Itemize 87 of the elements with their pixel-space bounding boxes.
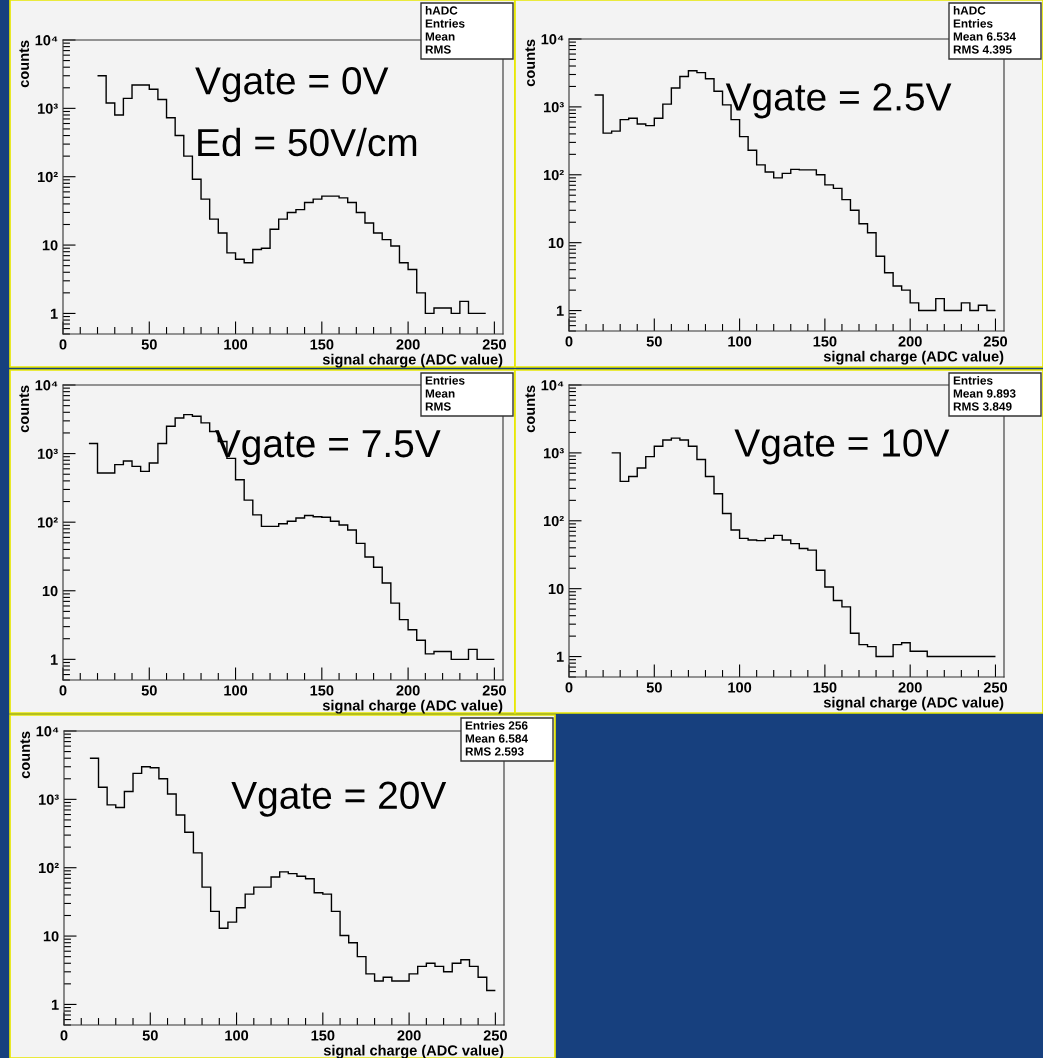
x-tick-label: 50 xyxy=(646,336,662,347)
y-axis-title: counts xyxy=(20,731,31,779)
x-axis-title: signal charge (ADC value) xyxy=(323,1044,504,1058)
annotation: Mean xyxy=(425,32,455,41)
x-tick-label: 250 xyxy=(483,1030,507,1041)
annotation: Mean xyxy=(425,389,455,398)
text: Vgate = 10V xyxy=(734,429,950,465)
y-tick-label: 10 xyxy=(42,240,58,251)
y-tick-label: 10³ xyxy=(543,101,564,113)
y-tick-label: 1 xyxy=(50,308,58,319)
annotation: Mean 9.893 xyxy=(953,389,1016,398)
x-tick-label: 150 xyxy=(813,682,837,693)
x-tick-label: 150 xyxy=(311,1030,335,1041)
y-tick-label: 10³ xyxy=(37,448,58,460)
x-tick-label: 250 xyxy=(482,685,506,696)
y-tick-label: 10 xyxy=(548,237,564,249)
y-tick-label: 1 xyxy=(556,305,564,316)
x-tick-label: 0 xyxy=(59,339,67,350)
x-tick-label: 200 xyxy=(397,1030,421,1041)
text: Entries 256 xyxy=(465,721,528,730)
x-tick-label: 50 xyxy=(646,682,662,693)
text: Vgate = 2.5V xyxy=(725,83,952,119)
text: Ed = 50V/cm xyxy=(198,127,417,157)
text: Vgate = 20V xyxy=(231,781,447,817)
x-tick-label: 100 xyxy=(224,685,248,696)
x-tick-label: 0 xyxy=(59,685,67,696)
y-tick-label: 10² xyxy=(38,862,59,874)
x-tick-label: 50 xyxy=(141,685,157,696)
y-tick-label: 10 xyxy=(548,583,564,595)
y-tick-label: 10⁴ xyxy=(541,380,564,391)
y-tick-label: 10² xyxy=(543,169,564,181)
annotation: RMS 3.849 xyxy=(953,402,1012,411)
y-axis-title: counts xyxy=(19,385,30,433)
x-tick-label: 250 xyxy=(983,336,1008,347)
x-tick-label: 200 xyxy=(898,336,922,347)
x-tick-label: 100 xyxy=(224,339,248,350)
text: Entries xyxy=(953,19,993,28)
annotation: Mean 6.584 xyxy=(465,734,528,743)
x-tick-label: 100 xyxy=(728,682,752,693)
x-tick-label: 250 xyxy=(482,339,506,350)
y-tick-label: 1 xyxy=(50,654,58,665)
x-axis-title: signal charge (ADC value) xyxy=(322,699,503,714)
x-axis-title: signal charge (ADC value) xyxy=(823,696,1004,711)
x-tick-label: 200 xyxy=(396,339,420,350)
x-tick-label: 150 xyxy=(310,685,334,696)
annotation: RMS xyxy=(425,402,451,411)
y-tick-label: 10² xyxy=(543,515,564,527)
annotation: RMS 4.395 xyxy=(953,45,1012,54)
x-tick-label: 200 xyxy=(396,685,420,696)
text: Entries xyxy=(425,376,465,385)
x-tick-label: 50 xyxy=(141,339,157,350)
text: Entries xyxy=(953,376,993,385)
text: hADC xyxy=(953,6,986,15)
y-tick-label: 1 xyxy=(556,651,564,662)
x-axis-title: signal charge (ADC value) xyxy=(823,350,1004,365)
annotation: RMS 2.593 xyxy=(465,747,524,756)
y-tick-label: 10² xyxy=(37,517,58,528)
x-tick-label: 100 xyxy=(728,336,752,347)
x-tick-label: 0 xyxy=(565,336,573,347)
x-tick-label: 200 xyxy=(898,682,922,693)
y-tick-label: 10 xyxy=(42,585,58,597)
x-tick-label: 0 xyxy=(565,682,573,693)
y-tick-label: 10⁴ xyxy=(541,34,564,45)
y-tick-label: 10⁴ xyxy=(35,380,58,391)
y-tick-label: 10⁴ xyxy=(35,35,58,46)
x-tick-label: 150 xyxy=(813,336,837,347)
y-tick-label: 10³ xyxy=(37,103,58,114)
x-tick-label: 150 xyxy=(310,339,334,350)
y-tick-label: 10 xyxy=(43,931,59,942)
annotation: Mean 6.534 xyxy=(953,32,1016,41)
y-tick-label: 10³ xyxy=(38,794,59,805)
y-tick-label: 10² xyxy=(37,171,58,183)
y-tick-label: 10⁴ xyxy=(36,726,59,737)
text: Vgate = 0V xyxy=(195,67,389,103)
annotation: RMS xyxy=(425,45,451,54)
x-tick-label: 50 xyxy=(142,1030,158,1041)
x-tick-label: 0 xyxy=(60,1030,68,1041)
x-tick-label: 250 xyxy=(983,682,1008,693)
text: hADC xyxy=(425,6,458,15)
text: Entries xyxy=(425,19,465,28)
y-axis-title: counts xyxy=(19,40,30,88)
y-tick-label: 10³ xyxy=(543,447,564,459)
y-axis-title: counts xyxy=(525,385,536,433)
y-tick-label: 1 xyxy=(51,999,59,1010)
x-axis-title: signal charge (ADC value) xyxy=(322,353,503,368)
x-tick-label: 100 xyxy=(225,1030,249,1041)
y-axis-title: counts xyxy=(525,39,536,87)
